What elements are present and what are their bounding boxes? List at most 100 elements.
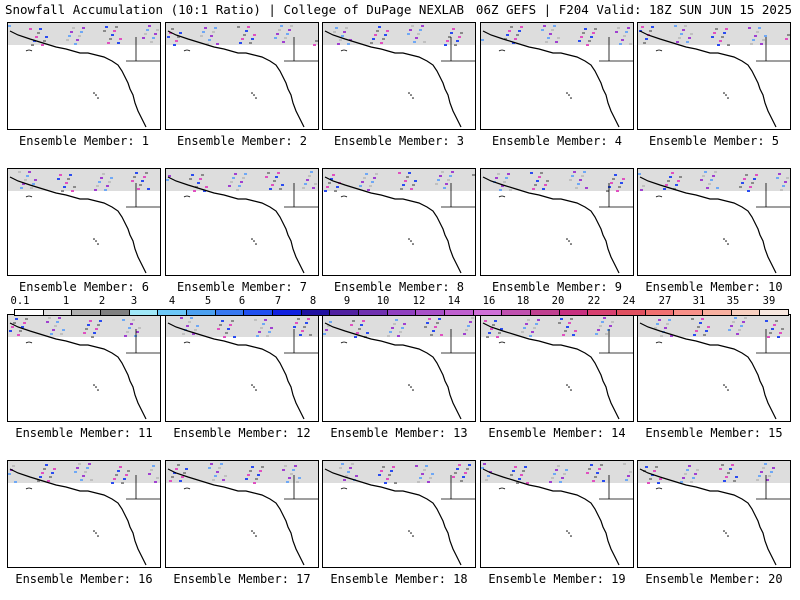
snow-accumulation-speck bbox=[148, 25, 151, 27]
snow-accumulation-speck bbox=[600, 464, 603, 466]
snow-accumulation-speck bbox=[490, 328, 493, 330]
snow-accumulation-speck bbox=[210, 35, 213, 37]
snow-accumulation-speck bbox=[529, 335, 532, 337]
snow-accumulation-speck bbox=[484, 320, 487, 322]
island-outline bbox=[655, 195, 663, 198]
state-border bbox=[756, 475, 790, 500]
island-dot bbox=[408, 530, 410, 532]
snow-accumulation-speck bbox=[601, 321, 604, 323]
snow-accumulation-speck bbox=[90, 479, 93, 481]
snow-accumulation-speck bbox=[386, 30, 389, 32]
snow-accumulation-speck bbox=[657, 482, 660, 484]
snow-accumulation-speck bbox=[452, 476, 455, 478]
snow-accumulation-speck bbox=[86, 467, 89, 469]
ensemble-member-map bbox=[322, 168, 476, 276]
snow-accumulation-speck bbox=[80, 31, 83, 33]
island-dot bbox=[570, 389, 572, 391]
colorbar-tick-label: 12 bbox=[412, 295, 426, 307]
coastline bbox=[482, 322, 620, 420]
snow-accumulation-speck bbox=[175, 40, 178, 42]
snow-accumulation-speck bbox=[46, 321, 49, 323]
snow-accumulation-speck bbox=[360, 324, 363, 326]
island-outline bbox=[655, 487, 663, 490]
snow-accumulation-speck bbox=[100, 177, 103, 179]
snow-accumulation-speck bbox=[679, 176, 682, 178]
coastline bbox=[9, 176, 147, 274]
coastline bbox=[482, 176, 620, 274]
snow-accumulation-speck bbox=[655, 466, 658, 468]
snow-accumulation-speck bbox=[185, 468, 188, 470]
snow-accumulation-speck bbox=[242, 177, 245, 179]
ensemble-member-label: Ensemble Member: 20 bbox=[645, 572, 783, 586]
snow-accumulation-speck bbox=[514, 38, 517, 40]
ensemble-member-map bbox=[480, 460, 634, 568]
snow-accumulation-speck bbox=[251, 38, 254, 40]
island-outline bbox=[25, 195, 33, 198]
snow-accumulation-speck bbox=[448, 36, 451, 38]
island-dot bbox=[725, 240, 727, 242]
snow-cover-shading bbox=[166, 23, 318, 45]
snow-accumulation-speck bbox=[499, 189, 502, 191]
snow-accumulation-speck bbox=[596, 472, 599, 474]
snow-accumulation-speck bbox=[430, 334, 433, 336]
snow-accumulation-speck bbox=[152, 465, 155, 467]
snow-accumulation-speck bbox=[61, 190, 64, 192]
snow-accumulation-speck bbox=[598, 468, 601, 470]
snow-accumulation-speck bbox=[264, 319, 267, 321]
snow-accumulation-speck bbox=[293, 326, 296, 328]
snow-accumulation-speck bbox=[543, 25, 546, 27]
snow-accumulation-speck bbox=[390, 470, 393, 472]
snow-accumulation-speck bbox=[399, 331, 402, 333]
snow-accumulation-speck bbox=[169, 480, 172, 482]
snow-accumulation-speck bbox=[588, 468, 591, 470]
snow-accumulation-speck bbox=[699, 322, 702, 324]
snow-accumulation-speck bbox=[571, 175, 574, 177]
snow-accumulation-speck bbox=[549, 481, 552, 483]
snow-accumulation-speck bbox=[487, 475, 490, 477]
snow-accumulation-speck bbox=[32, 183, 35, 185]
snow-accumulation-speck bbox=[549, 33, 552, 35]
snow-accumulation-speck bbox=[784, 181, 787, 183]
snow-accumulation-speck bbox=[579, 179, 582, 181]
snow-accumulation-speck bbox=[581, 175, 584, 177]
snow-accumulation-speck bbox=[89, 320, 92, 322]
snow-accumulation-speck bbox=[111, 34, 114, 36]
colorbar-tick-label: 24 bbox=[622, 295, 636, 307]
snow-accumulation-speck bbox=[569, 179, 572, 181]
snow-accumulation-speck bbox=[756, 31, 759, 33]
ensemble-member-label: Ensemble Member: 18 bbox=[330, 572, 468, 586]
island-outline bbox=[340, 49, 348, 52]
snow-accumulation-speck bbox=[768, 475, 771, 477]
state-border bbox=[441, 37, 475, 62]
snow-accumulation-speck bbox=[350, 324, 353, 326]
snow-accumulation-speck bbox=[734, 317, 737, 319]
snow-accumulation-speck bbox=[435, 183, 438, 185]
snow-accumulation-speck bbox=[454, 472, 457, 474]
snow-accumulation-speck bbox=[82, 27, 85, 29]
snow-accumulation-speck bbox=[586, 472, 589, 474]
snow-cover-shading bbox=[166, 461, 318, 483]
snow-accumulation-speck bbox=[710, 179, 713, 181]
ensemble-member-map bbox=[322, 314, 476, 422]
snow-accumulation-speck bbox=[177, 464, 180, 466]
snow-accumulation-speck bbox=[76, 467, 79, 469]
snow-accumulation-speck bbox=[471, 317, 474, 319]
snow-accumulation-speck bbox=[132, 319, 135, 321]
snow-accumulation-speck bbox=[113, 30, 116, 32]
island-outline bbox=[183, 49, 191, 52]
snow-accumulation-speck bbox=[765, 320, 768, 322]
snow-accumulation-speck bbox=[216, 471, 219, 473]
snow-accumulation-speck bbox=[551, 29, 554, 31]
snow-accumulation-speck bbox=[166, 179, 169, 181]
snow-accumulation-speck bbox=[536, 180, 539, 182]
snow-accumulation-speck bbox=[238, 185, 241, 187]
colorbar-bin bbox=[587, 309, 617, 316]
snow-accumulation-speck bbox=[592, 480, 595, 482]
snow-accumulation-speck bbox=[243, 34, 246, 36]
snow-accumulation-speck bbox=[443, 187, 446, 189]
snow-accumulation-speck bbox=[398, 172, 401, 174]
ensemble-member-map bbox=[7, 168, 161, 276]
snow-accumulation-speck bbox=[716, 187, 719, 189]
snow-accumulation-speck bbox=[329, 321, 332, 323]
snow-accumulation-speck bbox=[99, 320, 102, 322]
